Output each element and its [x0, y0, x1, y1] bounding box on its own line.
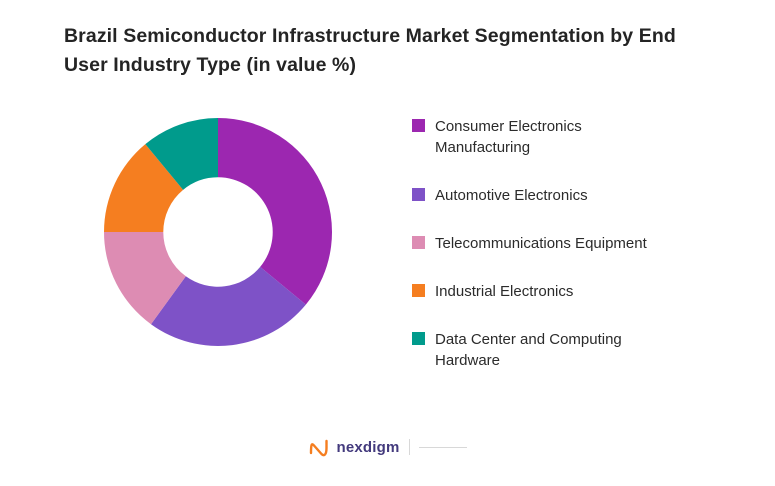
donut-chart — [104, 118, 332, 346]
legend: Consumer Electronics Manufacturing Autom… — [412, 116, 662, 371]
legend-item-consumer-electronics-manufacturing: Consumer Electronics Manufacturing — [412, 116, 662, 158]
donut-slice-telecommunications-equipment — [104, 232, 186, 325]
donut-slice-data-center-and-computing-hardware — [145, 118, 218, 190]
legend-label: Consumer Electronics Manufacturing — [435, 118, 582, 156]
donut-slice-automotive-electronics — [150, 266, 306, 346]
legend-label: Data Center and Computing Hardware — [435, 331, 622, 369]
legend-swatch-icon — [412, 332, 425, 345]
donut-slice-industrial-electronics — [104, 144, 184, 232]
chart-title: Brazil Semiconductor Infrastructure Mark… — [64, 25, 676, 77]
legend-label: Industrial Electronics — [435, 283, 574, 300]
legend-swatch-icon — [412, 119, 425, 132]
legend-item-industrial-electronics: Industrial Electronics — [412, 281, 662, 302]
logo-divider — [408, 439, 410, 455]
legend-label: Telecommunications Equipment — [435, 235, 647, 252]
logo-rule — [418, 446, 467, 448]
footer-brand: nexdigm — [0, 436, 775, 458]
legend-item-telecommunications-equipment: Telecommunications Equipment — [412, 233, 662, 254]
legend-swatch-icon — [412, 236, 425, 249]
legend-label: Automotive Electronics — [435, 187, 588, 204]
brand-name: nexdigm — [336, 438, 400, 456]
legend-item-data-center-and-computing-hardware: Data Center and Computing Hardware — [412, 329, 662, 371]
chart-area: Consumer Electronics Manufacturing Autom… — [98, 112, 662, 371]
nexdigm-wave-icon — [310, 439, 329, 457]
donut-slice-consumer-electronics-manufacturing — [218, 118, 332, 305]
legend-item-automotive-electronics: Automotive Electronics — [412, 185, 662, 206]
legend-swatch-icon — [412, 188, 425, 201]
legend-swatch-icon — [412, 284, 425, 297]
